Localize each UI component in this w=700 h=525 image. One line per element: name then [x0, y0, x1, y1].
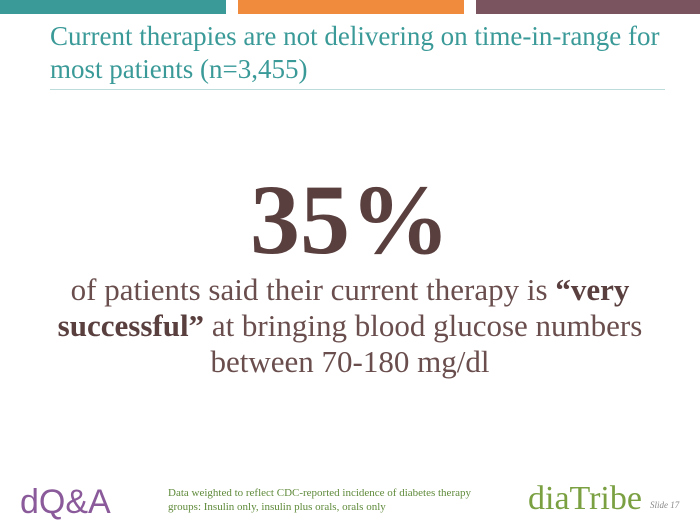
accent-bar	[0, 0, 226, 14]
slide-title: Current therapies are not delivering on …	[50, 21, 660, 84]
title-rule	[50, 89, 665, 90]
statement-run: “very successful”	[57, 272, 630, 343]
statement-run: at bringing blood glucose numbers betwee…	[204, 308, 643, 379]
statement: of patients said their current therapy i…	[35, 272, 665, 380]
big-stat: 35%	[250, 164, 450, 275]
logo: diaTribe	[528, 480, 642, 517]
accent-bar	[476, 0, 700, 14]
statement-run: of patients said their current therapy i…	[70, 272, 556, 307]
footnote: Data weighted to reflect CDC-reported in…	[168, 487, 471, 513]
accent-bar	[238, 0, 464, 14]
logo: dQ&A	[20, 483, 111, 521]
slide-number: Slide 17	[650, 500, 680, 510]
